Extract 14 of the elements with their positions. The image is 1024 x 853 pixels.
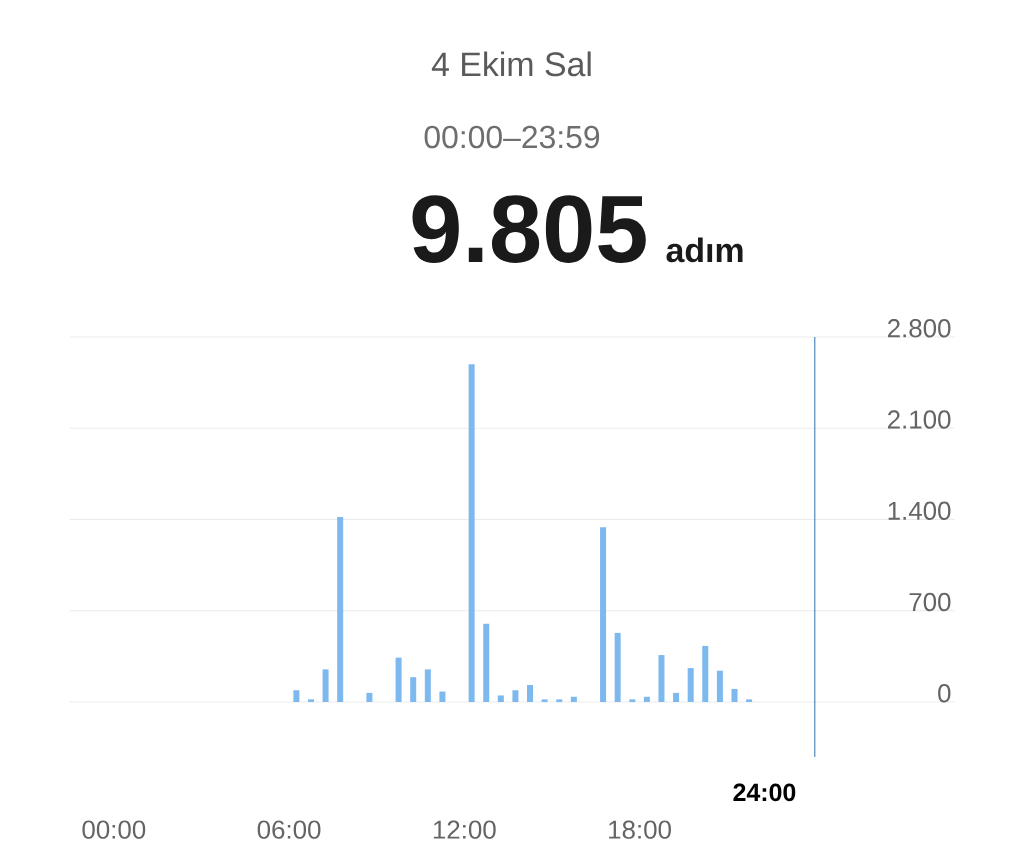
chart-subtitle: 00:00–23:59 <box>424 125 600 149</box>
y-tick-label: 2.800 <box>887 319 951 338</box>
x-tick-label: 18:00 <box>609 820 671 839</box>
ref-line-label: 24:00 <box>733 783 796 802</box>
x-tick-label: 00:00 <box>82 820 146 839</box>
text: adım <box>666 237 743 263</box>
x-tick-label: 06:00 <box>257 820 321 839</box>
chart-title: 4 Ekim Sal <box>431 51 591 77</box>
y-tick-label: 700 <box>909 592 951 612</box>
y-tick-label: 2.100 <box>887 410 951 429</box>
text: 9.805 <box>412 195 646 263</box>
y-tick-label: 0 <box>938 684 951 703</box>
y-tick-label: 1.400 <box>888 501 951 520</box>
x-tick-label: 12:00 <box>433 820 496 839</box>
